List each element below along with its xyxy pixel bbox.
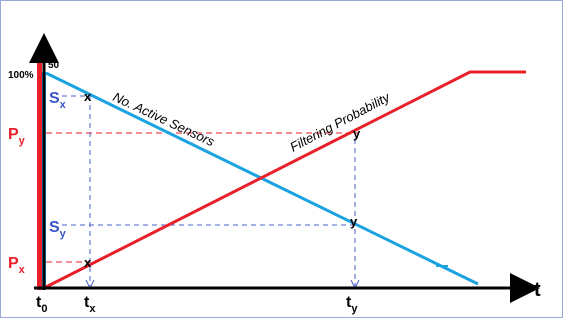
sx-label: Sx: [49, 90, 67, 111]
px-label: Px: [8, 255, 26, 276]
sy-point-marker: y: [350, 214, 358, 229]
probability-range-bar: [37, 62, 42, 290]
sensors-curve-label: No. Active Sensors: [111, 89, 218, 149]
y-top-label: 50: [48, 60, 60, 71]
t0-label: t0: [36, 294, 47, 315]
px-point-marker: x: [84, 255, 92, 270]
x-axis-label: t: [534, 279, 541, 301]
ty-label: ty: [346, 294, 358, 315]
y-percent-label: 100%: [8, 70, 34, 81]
py-point-marker: y: [353, 126, 361, 141]
sy-label: Sy: [49, 219, 67, 240]
sx-point-marker: x: [84, 89, 92, 104]
tx-label: tx: [84, 294, 96, 315]
filtering-probability-line: [45, 70, 526, 289]
filtering-curve-label: Filtering Probability: [287, 89, 393, 155]
py-label: Py: [8, 126, 26, 147]
